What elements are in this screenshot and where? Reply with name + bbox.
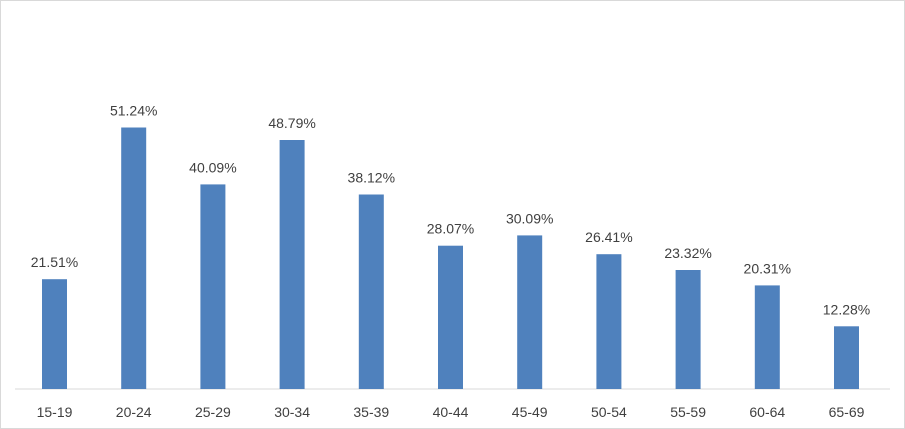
bar-40-44 <box>438 245 463 389</box>
x-tick-label-15-19: 15-19 <box>37 404 73 420</box>
data-label-15-19: 21.51% <box>31 254 78 270</box>
bar-65-69 <box>834 326 859 389</box>
x-tick-label-60-64: 60-64 <box>749 404 785 420</box>
data-label-45-49: 30.09% <box>506 210 553 226</box>
data-label-50-54: 26.41% <box>585 229 632 245</box>
x-tick-label-65-69: 65-69 <box>829 404 865 420</box>
bar-60-64 <box>754 285 780 389</box>
x-tick-label-25-29: 25-29 <box>195 404 231 420</box>
bar-45-49 <box>517 235 543 389</box>
bar-35-39 <box>358 194 384 389</box>
x-tick-label-20-24: 20-24 <box>116 404 152 420</box>
x-tick-label-55-59: 55-59 <box>670 404 706 420</box>
x-tick-labels-group: 15-19 20-24 25-29 30-34 35-39 40-44 45-49 50-54… <box>37 404 865 420</box>
data-label-60-64: 20.31% <box>744 260 791 276</box>
bar-15-19 <box>42 279 67 389</box>
data-label-35-39: 38.12% <box>348 170 395 186</box>
data-label-20-24: 51.24% <box>110 103 157 119</box>
bar-50-54 <box>596 254 622 389</box>
data-label-55-59: 23.32% <box>664 245 711 261</box>
bar-55-59 <box>675 270 701 389</box>
data-label-65-69: 12.28% <box>823 301 870 317</box>
x-tick-label-45-49: 45-49 <box>512 404 548 420</box>
bar-30-34 <box>279 140 305 389</box>
bars-group <box>42 127 859 389</box>
x-tick-label-50-54: 50-54 <box>591 404 627 420</box>
data-label-25-29: 40.09% <box>189 159 236 175</box>
data-labels-group: 21.51% 51.24% 40.09% 48.79% 38.12% 28.07% 30.0… <box>31 103 870 318</box>
data-label-30-34: 48.79% <box>268 115 315 131</box>
bar-20-24 <box>121 127 147 389</box>
x-tick-label-35-39: 35-39 <box>353 404 389 420</box>
data-label-40-44: 28.07% <box>427 221 474 237</box>
x-tick-label-30-34: 30-34 <box>274 404 310 420</box>
bar-25-29 <box>200 184 226 389</box>
x-tick-label-40-44: 40-44 <box>433 404 469 420</box>
